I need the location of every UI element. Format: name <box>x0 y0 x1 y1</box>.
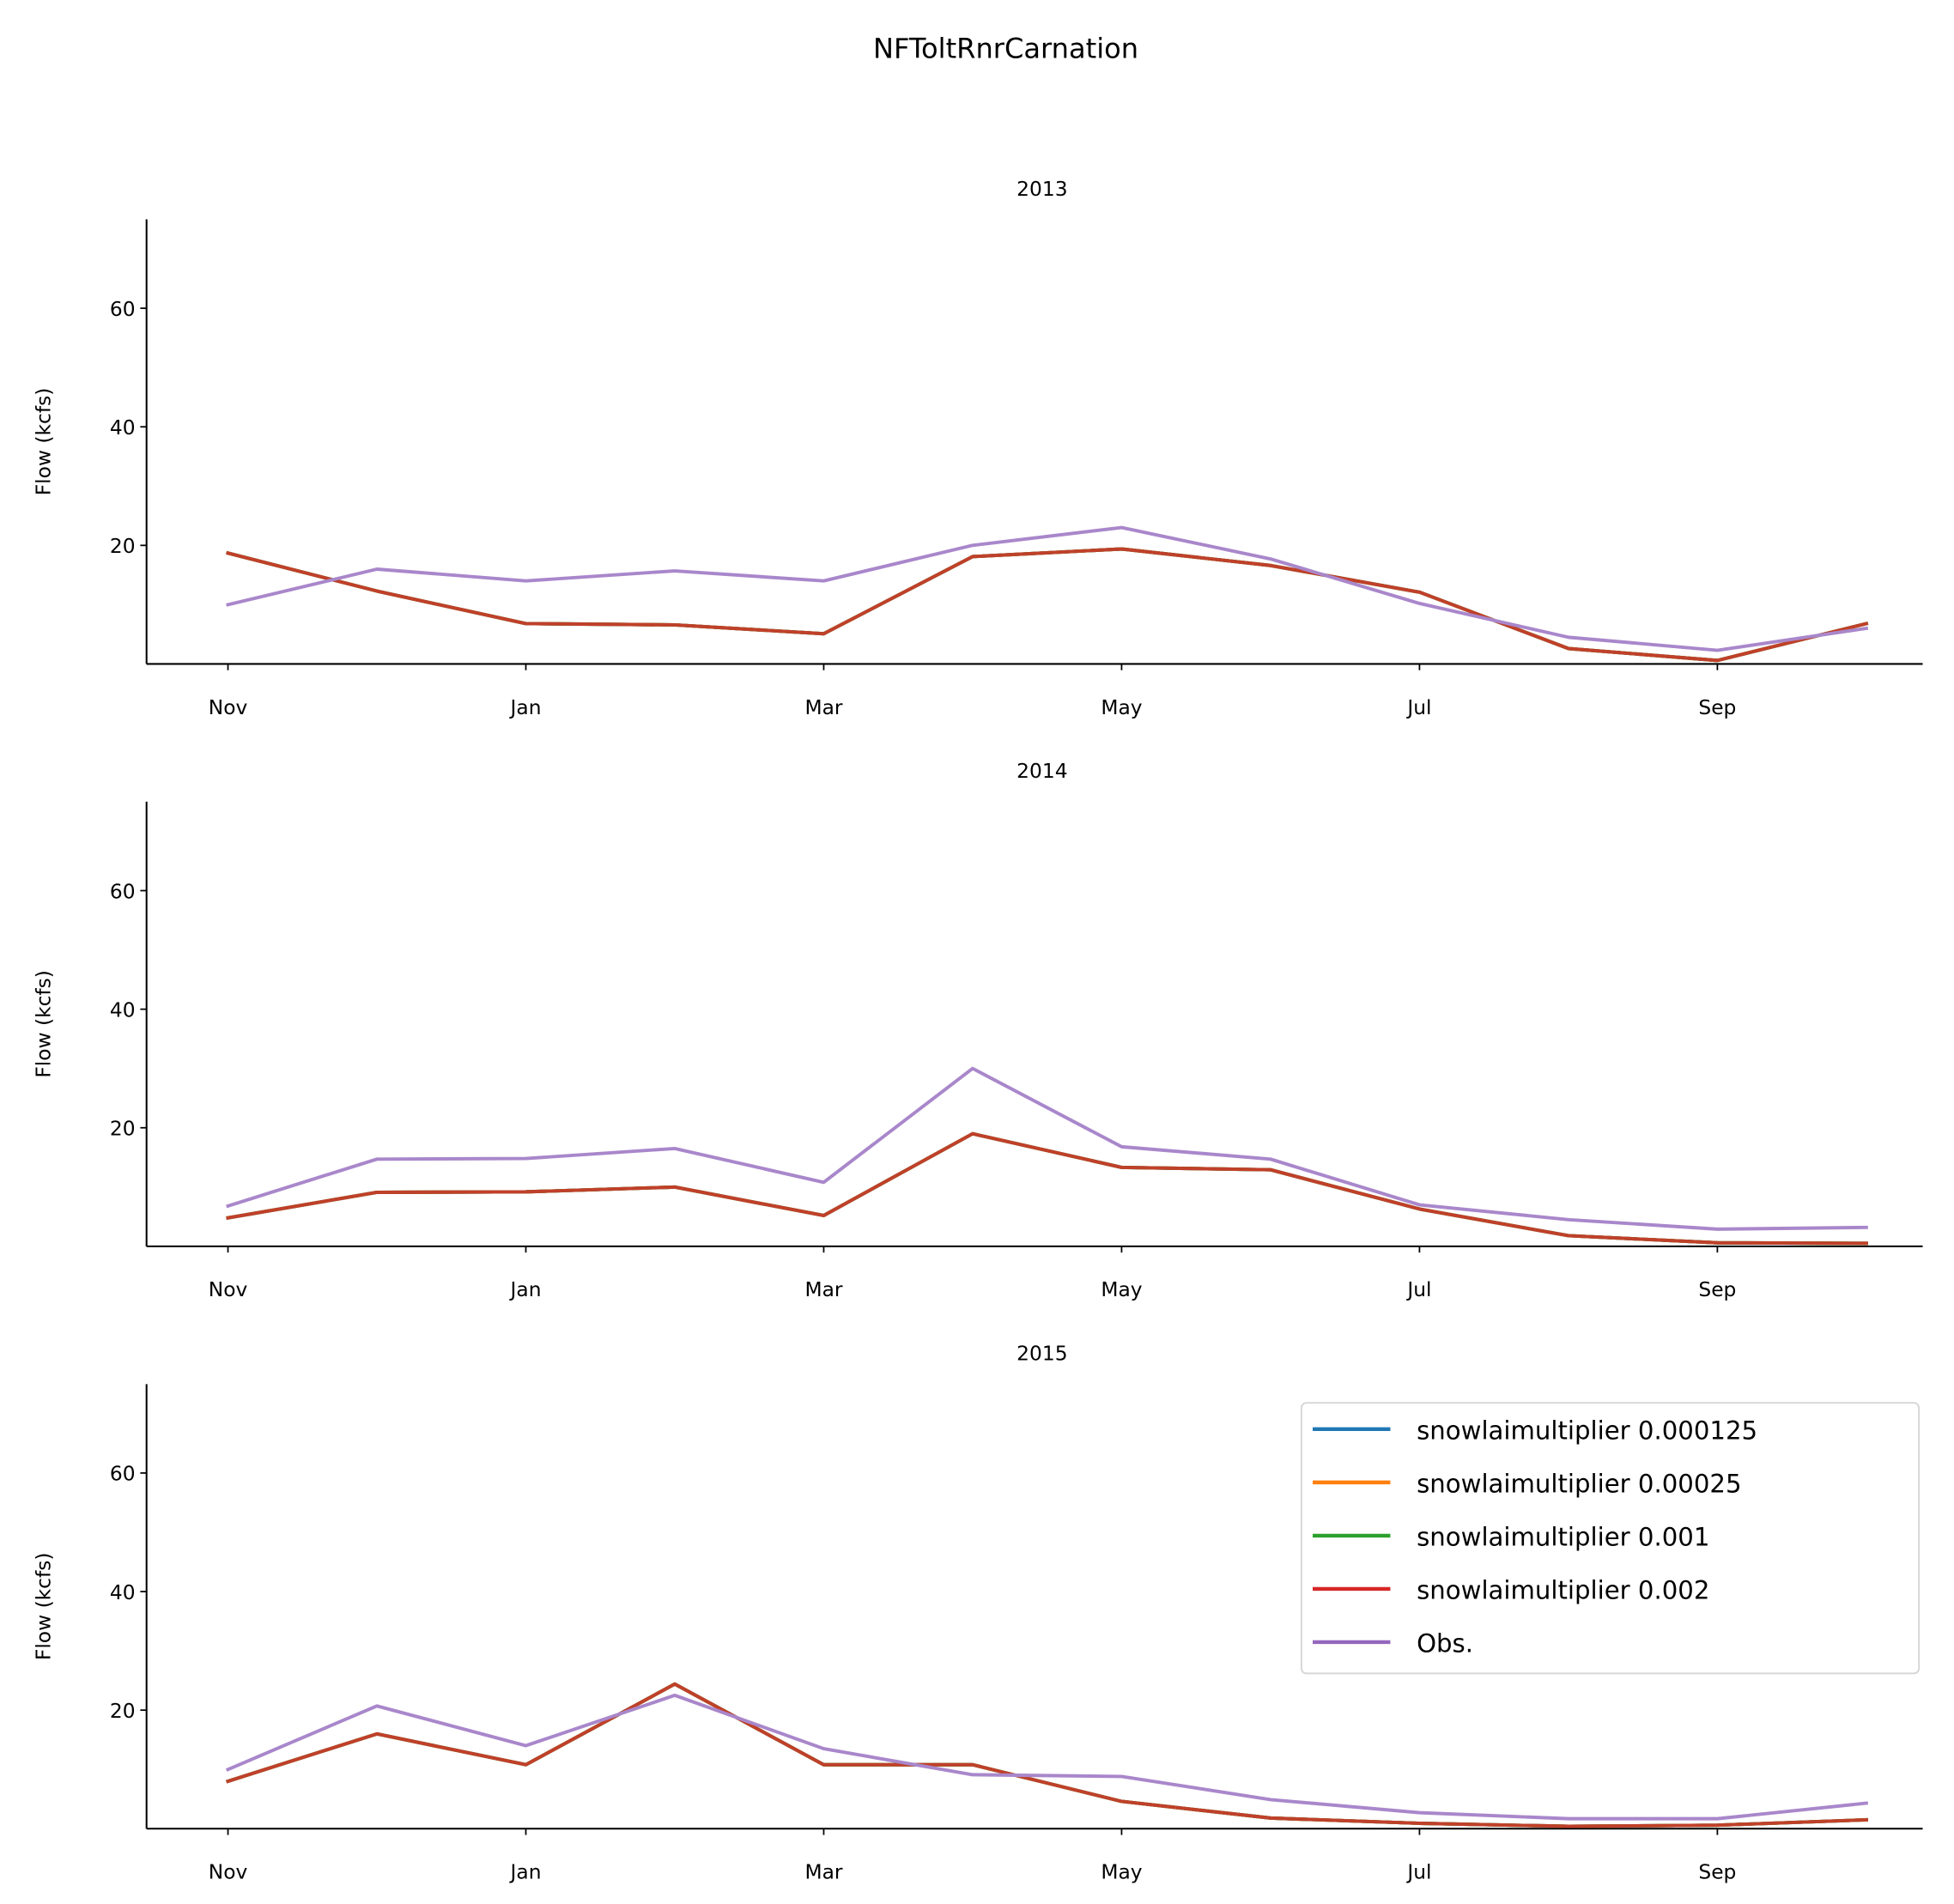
legend-label: snowlaimultiplier 0.00025 <box>1417 1470 1741 1499</box>
y-tick-label: 20 <box>110 1116 136 1140</box>
x-tick-label: Nov <box>209 1277 248 1301</box>
figure-title: NFToltRnrCarnation <box>873 32 1138 64</box>
series-line-obs- <box>226 525 1869 652</box>
series-line-snowlaimultiplier-0-002 <box>226 547 1869 663</box>
x-tick-label: Jul <box>1405 695 1431 719</box>
panel-title: 2014 <box>1016 759 1067 783</box>
y-axis-label: Flow (kcfs) <box>31 970 55 1078</box>
x-tick-label: May <box>1101 1860 1142 1884</box>
x-tick-label: Nov <box>209 1860 248 1884</box>
y-tick-label: 20 <box>110 1699 136 1723</box>
legend-label: snowlaimultiplier 0.001 <box>1417 1523 1709 1552</box>
series-line-snowlaimultiplier-0-000125 <box>226 547 1869 663</box>
legend-label: snowlaimultiplier 0.000125 <box>1417 1416 1757 1446</box>
y-tick-label: 20 <box>110 534 136 558</box>
series-line-snowlaimultiplier-0-001 <box>226 547 1869 663</box>
y-tick-label: 60 <box>110 879 136 903</box>
x-tick-label: Jul <box>1405 1860 1431 1884</box>
y-axis-label: Flow (kcfs) <box>31 1553 55 1661</box>
x-tick-label: Jan <box>509 695 542 719</box>
legend: snowlaimultiplier 0.000125 snowlaimultipl… <box>1300 1402 1921 1675</box>
y-tick-label: 60 <box>110 1462 136 1486</box>
legend-label: Obs. <box>1417 1629 1473 1658</box>
x-tick-label: Jan <box>509 1860 542 1884</box>
x-tick-label: Nov <box>209 695 248 719</box>
x-tick-label: Sep <box>1698 1277 1736 1301</box>
x-tick-label: Jan <box>509 1277 542 1301</box>
x-tick-label: Mar <box>804 1277 842 1301</box>
x-tick-label: Jul <box>1405 1277 1431 1301</box>
x-tick-label: May <box>1101 695 1142 719</box>
y-tick-label: 40 <box>110 1580 136 1604</box>
x-tick-label: Mar <box>804 695 842 719</box>
panel-2015: 2015 20 40 60 Nov Jan Mar May Jul Sep Flow (kcfs) <box>31 1342 1923 1884</box>
x-tick-label: May <box>1101 1277 1142 1301</box>
series-line-obs- <box>226 1066 1868 1231</box>
panel-2013: 2013 20 40 60 Nov Jan Mar May Jul Sep Flow (kcfs) <box>31 177 1923 719</box>
y-axis-label: Flow (kcfs) <box>31 388 55 496</box>
y-tick-label: 60 <box>110 297 136 321</box>
series-line-obs- <box>225 1693 1869 1821</box>
panel-title: 2015 <box>1016 1342 1067 1366</box>
x-tick-label: Sep <box>1698 695 1736 719</box>
series-line-snowlaimultiplier-0-00025 <box>226 547 1869 663</box>
legend-label: snowlaimultiplier 0.002 <box>1417 1576 1709 1605</box>
series-line-snowlaimultiplier-0-002 <box>226 1131 1868 1246</box>
panel-title: 2013 <box>1016 177 1067 201</box>
legend-box <box>1300 1402 1921 1675</box>
y-tick-label: 40 <box>110 415 136 440</box>
panel-2014: 2014 20 40 60 Nov Jan Mar May Jul Sep Flow (kcfs) <box>31 759 1923 1301</box>
x-tick-label: Sep <box>1698 1860 1736 1884</box>
y-tick-label: 40 <box>110 997 136 1022</box>
x-tick-label: Mar <box>804 1860 842 1884</box>
series-line-snowlaimultiplier-0-002 <box>226 1682 1868 1828</box>
